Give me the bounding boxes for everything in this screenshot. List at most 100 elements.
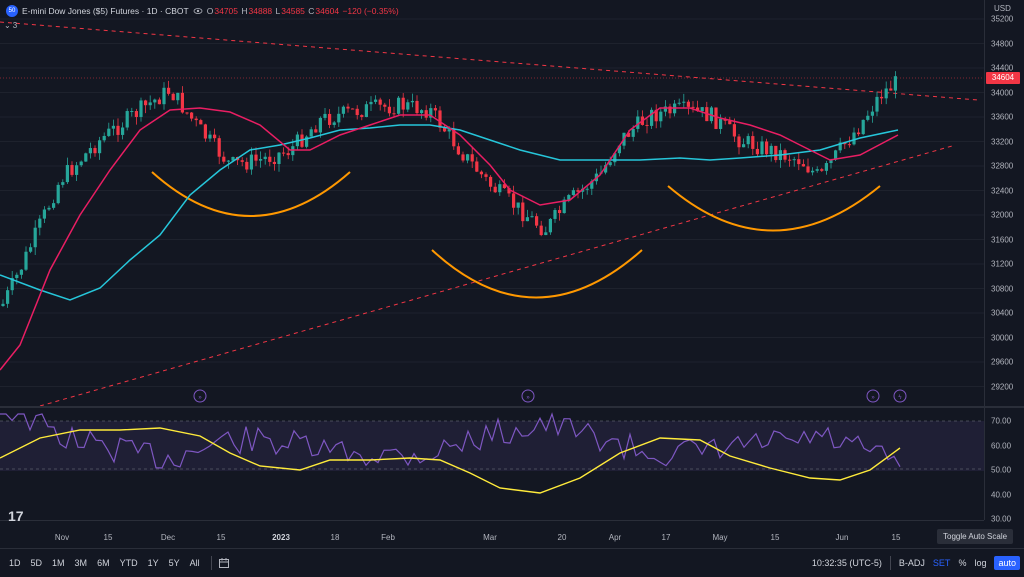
time-tick-label: Feb <box>381 533 395 542</box>
candle-body <box>525 217 529 222</box>
candle-body <box>337 113 341 123</box>
timeframe-1m-button[interactable]: 1M <box>52 558 65 568</box>
candle-body <box>530 216 534 218</box>
candle-body <box>521 202 525 222</box>
candle-body <box>226 160 230 162</box>
rsi-tick-label: 40.00 <box>991 490 1012 499</box>
cup-arc-3[interactable] <box>667 185 881 232</box>
candle-body <box>305 136 309 147</box>
symbol-title[interactable]: E-mini Dow Jones ($5) Futures · 1D · CBO… <box>22 6 189 16</box>
candle-body <box>70 165 74 175</box>
currency-label[interactable]: USD <box>994 4 1011 13</box>
price-tick-label: 32000 <box>991 210 1014 220</box>
percent-button[interactable]: % <box>958 558 967 568</box>
rsi-scale[interactable]: 70.00 60.00 50.00 40.00 30.00 <box>984 408 1024 524</box>
candle-body <box>815 169 819 171</box>
candle-body <box>360 115 364 117</box>
tradingview-logo[interactable]: 17 <box>8 508 24 524</box>
candle-body <box>52 203 56 208</box>
candle-body <box>410 100 414 103</box>
time-tick-label: 17 <box>661 533 671 542</box>
rsi-line[interactable] <box>0 412 901 469</box>
candle-body <box>737 136 741 148</box>
candle-body <box>797 159 801 165</box>
event-icon-2[interactable]: » <box>521 389 535 403</box>
price-scale[interactable]: 35200 34800 34400 34000 33600 33200 32800 32400… <box>984 0 1024 406</box>
candle-body <box>870 111 874 116</box>
time-axis[interactable]: Nov 15 Dec 15 2023 18 Feb Mar 20 Apr 17 May 15 Jun 15 <box>0 520 984 547</box>
candle-body <box>84 153 88 162</box>
price-tick-label: 34000 <box>991 88 1014 97</box>
timeframe-5y-button[interactable]: 5Y <box>168 558 180 568</box>
timeframe-1y-button[interactable]: 1Y <box>147 558 159 568</box>
chart-grid <box>0 18 984 387</box>
timeframe-all-button[interactable]: All <box>189 558 200 568</box>
candle-body <box>709 107 713 122</box>
candle-body <box>447 129 451 132</box>
price-tick-label: 33600 <box>991 112 1014 122</box>
candle-body <box>558 210 562 214</box>
upper-trendline[interactable] <box>0 21 979 101</box>
lower-trendline[interactable] <box>39 145 953 406</box>
svg-text:ϟ: ϟ <box>898 395 902 401</box>
timeframe-1d-button[interactable]: 1D <box>9 558 21 568</box>
candle-body <box>378 99 382 105</box>
symbol-logo[interactable]: 50 <box>6 5 18 17</box>
timeframe-6m-button[interactable]: 6M <box>97 558 110 568</box>
rsi-tick-label: 60.00 <box>991 441 1012 450</box>
timeframe-ytd-button[interactable]: YTD <box>119 558 138 568</box>
indicators-toggle[interactable]: ⌄ 3 <box>4 21 17 30</box>
candle-body <box>479 171 483 175</box>
dividend-icon[interactable]: ϟ <box>893 389 907 403</box>
main-chart-pane[interactable]: » » » ϟ <box>0 0 984 406</box>
timeframe-3m-button[interactable]: 3M <box>74 558 88 568</box>
candle-body <box>42 209 46 219</box>
candle-body <box>231 156 235 161</box>
time-tick-label: 15 <box>770 533 780 542</box>
candle-body <box>328 113 332 125</box>
candle-body <box>650 109 654 126</box>
rsi-ma-line[interactable] <box>0 427 901 494</box>
candle-body <box>277 152 281 165</box>
candle-body <box>466 154 470 161</box>
candle-body <box>880 96 884 99</box>
calendar-icon[interactable] <box>218 557 230 569</box>
candle-body <box>185 112 189 114</box>
event-icon-3[interactable]: » <box>866 389 880 403</box>
candle-body <box>249 154 253 170</box>
log-button[interactable]: log <box>974 558 987 568</box>
candle-body <box>61 182 65 185</box>
candle-body <box>461 154 465 161</box>
candle-body <box>323 113 327 118</box>
candle-body <box>199 120 203 125</box>
eye-icon[interactable] <box>193 6 203 16</box>
set-button[interactable]: SET <box>932 558 951 568</box>
rsi-tick-label: 30.00 <box>991 514 1012 524</box>
price-tick-label: 30400 <box>991 308 1014 318</box>
time-tick-label: May <box>712 533 728 542</box>
candle-body <box>222 156 226 162</box>
rsi-pane[interactable] <box>0 408 984 520</box>
candle-body <box>346 106 350 109</box>
auto-button[interactable]: auto <box>994 556 1020 570</box>
badj-button[interactable]: B-ADJ <box>898 558 925 568</box>
event-icon-1[interactable]: » <box>193 389 207 403</box>
pane-separator[interactable] <box>0 406 1024 408</box>
candle-body <box>728 120 732 125</box>
candle-body <box>19 269 23 275</box>
cup-arc-1[interactable] <box>151 171 351 217</box>
price-tick-label: 29600 <box>991 357 1014 367</box>
clock-display[interactable]: 10:32:35 (UTC-5) <box>811 558 882 568</box>
time-tick-label: Apr <box>608 533 622 542</box>
timeframe-5d-button[interactable]: 5D <box>30 558 43 568</box>
moving-average-slow[interactable] <box>0 124 899 301</box>
candle-body <box>636 116 640 129</box>
price-tick-label: 34400 <box>991 63 1014 73</box>
cup-arc-2[interactable] <box>431 249 643 299</box>
moving-average-fast[interactable] <box>0 107 899 371</box>
candle-body <box>535 216 539 226</box>
candle-body <box>157 99 161 105</box>
candle-body <box>153 99 157 103</box>
change-value: −120 (−0.35%) <box>342 6 399 16</box>
candle-body <box>576 190 580 192</box>
